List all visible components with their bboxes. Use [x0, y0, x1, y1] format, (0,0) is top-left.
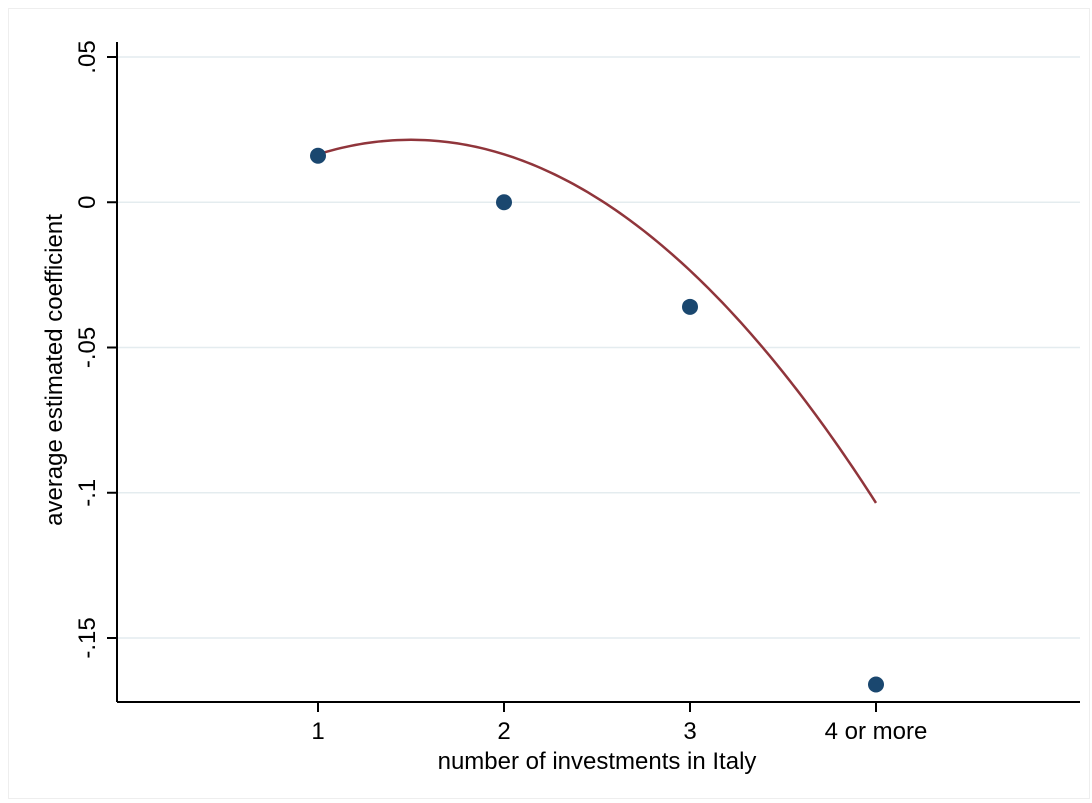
x-axis-title: number of investments in Italy — [438, 748, 757, 775]
data-points — [310, 147, 884, 693]
x-axis-ticks: 1 2 3 4 or more — [311, 702, 927, 745]
data-point — [868, 676, 884, 693]
y-tick-label: -.1 — [74, 479, 101, 507]
fitted-curve — [317, 138, 878, 504]
y-tick-label: 0 — [74, 196, 101, 209]
axes — [116, 42, 1080, 703]
x-tick-label: 3 — [683, 718, 696, 745]
data-point — [682, 298, 698, 315]
x-tick-label: 1 — [311, 718, 324, 745]
grid-lines — [117, 56, 1080, 639]
y-tick-label: -.15 — [74, 617, 101, 658]
data-point — [496, 194, 512, 211]
y-tick-label: -.05 — [74, 327, 101, 368]
x-tick-label: 2 — [497, 718, 510, 745]
y-axis-title: average estimated coefficient — [41, 214, 68, 526]
y-axis-ticks: .05 0 -.05 -.1 -.15 — [74, 40, 117, 659]
x-tick-label: 4 or more — [825, 718, 928, 745]
data-point — [310, 147, 326, 164]
y-tick-label: .05 — [74, 40, 101, 73]
